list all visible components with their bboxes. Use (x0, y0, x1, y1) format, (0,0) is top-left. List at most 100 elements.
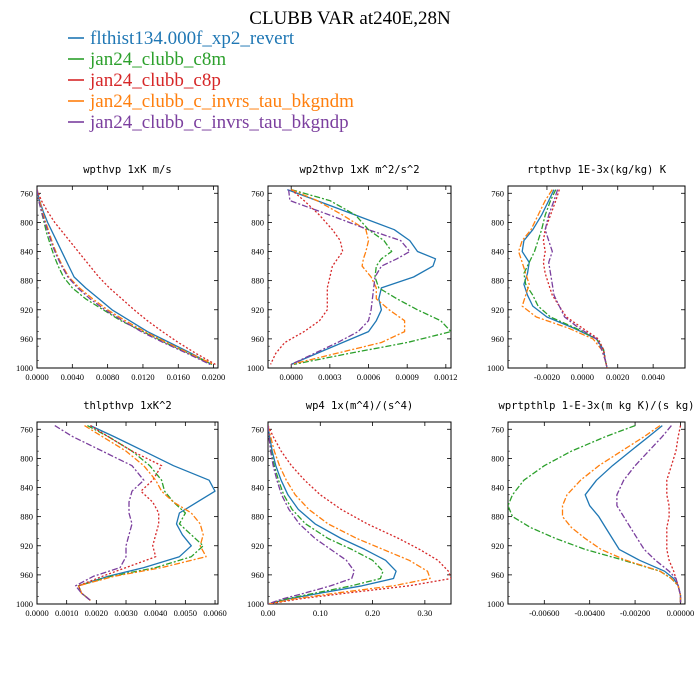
y-tick-label: 920 (491, 305, 504, 315)
y-tick-label: 840 (491, 483, 504, 493)
x-tick-label: 0.0160 (167, 372, 190, 382)
y-tick-label: 840 (491, 247, 504, 257)
y-tick-label: 800 (20, 217, 33, 227)
series-line (270, 189, 344, 365)
series-line (561, 425, 682, 603)
y-tick-label: 840 (251, 247, 264, 257)
y-tick-label: 920 (20, 541, 33, 551)
x-tick-label: 0.0040 (144, 608, 167, 618)
plot-frame (36, 421, 219, 605)
series-line (37, 189, 213, 365)
series-line (268, 425, 384, 604)
series-line (37, 189, 213, 365)
y-tick-label: 800 (20, 453, 33, 463)
y-tick-label: 880 (491, 276, 504, 286)
y-tick-label: 960 (251, 570, 264, 580)
series-group (54, 425, 216, 601)
y-tick-label: 760 (491, 188, 504, 198)
x-tick-label: -0.00400 (574, 608, 604, 618)
plot-frame (267, 185, 452, 369)
x-tick-label: 0.0003 (318, 372, 341, 382)
x-tick-label: -0.00600 (529, 608, 559, 618)
y-tick-label: 760 (20, 188, 33, 198)
series-group (37, 189, 216, 365)
x-tick-label: 0.0200 (202, 372, 225, 382)
series-line (584, 425, 682, 603)
chart-panel: wp2thvp 1xK m^2/s^2 760 800 840 880 920 960 100… (247, 164, 458, 382)
x-tick-label: 0.0060 (203, 608, 226, 618)
y-tick-label: 880 (491, 512, 504, 522)
legend-item: jan24_clubb_c_invrs_tau_bkgndm (68, 91, 354, 112)
y-tick-label: 840 (20, 247, 33, 257)
series-line (37, 189, 211, 365)
x-tick-label: 0.0000 (280, 372, 303, 382)
chart-panel: thlpthvp 1xK^276080084088092096010000.00… (16, 400, 227, 618)
series-group (270, 188, 451, 366)
x-tick-label: 0.0080 (96, 372, 119, 382)
panel-title: wp4 1x(m^4)/(s^4) (306, 400, 413, 412)
y-tick-label: 960 (491, 570, 504, 580)
y-tick-label: 920 (251, 305, 264, 315)
legend-item: jan24_clubb_c8p (68, 70, 221, 91)
series-line (77, 425, 163, 601)
series-line (290, 189, 406, 366)
series-line (268, 425, 355, 604)
y-tick-label: 800 (251, 453, 264, 463)
x-tick-label: 0.0020 (606, 372, 629, 382)
series-line (517, 189, 608, 368)
legend-label: jan24_clubb_c_invrs_tau_bkgndm (89, 91, 354, 112)
panel-title: rtpthvp 1E-3x(kg/kg) K (527, 164, 667, 176)
y-tick-label: 760 (20, 424, 33, 434)
x-tick-label: -0.00200 (620, 608, 650, 618)
series-group (268, 425, 451, 604)
legend-label: flthist134.000f_xp2_revert (90, 28, 295, 49)
series-line (291, 188, 451, 366)
y-tick-label: 880 (251, 276, 264, 286)
x-tick-label: 0.0010 (55, 608, 78, 618)
y-tick-label: 880 (20, 276, 33, 286)
x-tick-label: 0.0040 (61, 372, 84, 382)
legend-item: jan24_clubb_c_invrs_tau_bkgndp (68, 112, 349, 133)
legend-item: flthist134.000f_xp2_revert (68, 28, 295, 49)
y-tick-label: 920 (491, 541, 504, 551)
series-line (268, 425, 451, 604)
y-tick-label: 1000 (247, 363, 264, 373)
legend-label: jan24_clubb_c8p (89, 70, 221, 91)
x-tick-label: 0.0030 (114, 608, 137, 618)
y-tick-label: 800 (251, 217, 264, 227)
x-tick-label: -0.0020 (534, 372, 560, 382)
y-tick-label: 1000 (247, 599, 264, 609)
chart-panels: wpthvp 1xK m/s76080084088092096010000.00… (16, 164, 694, 618)
x-tick-label: 0.0020 (85, 608, 108, 618)
y-tick-label: 840 (20, 483, 33, 493)
x-tick-label: 0.0120 (131, 372, 154, 382)
series-line (77, 425, 207, 601)
x-tick-label: 0.0012 (434, 372, 457, 382)
panel-title: wprtpthlp 1-E-3x(m kg K)/(s kg) (499, 400, 695, 412)
panel-title: thlpthvp 1xK^2 (83, 400, 172, 412)
figure-title: CLUBB VAR at240E,28N (249, 8, 451, 29)
legend-item: jan24_clubb_c8m (68, 49, 226, 70)
legend-label: jan24_clubb_c8m (89, 49, 226, 70)
series-line (37, 189, 216, 365)
plot-frame (507, 421, 686, 605)
y-tick-label: 880 (20, 512, 33, 522)
x-tick-label: 0.00000 (667, 608, 695, 618)
panel-title: wp2thvp 1xK m^2/s^2 (299, 164, 419, 176)
legend: flthist134.000f_xp2_revertjan24_clubb_c8… (68, 28, 354, 133)
x-tick-label: 0.0000 (25, 372, 48, 382)
y-tick-label: 960 (20, 570, 33, 580)
x-tick-label: 0.0009 (395, 372, 418, 382)
x-tick-label: 0.00 (261, 608, 276, 618)
y-tick-label: 920 (251, 541, 264, 551)
series-line (77, 425, 216, 601)
y-tick-label: 840 (251, 483, 264, 493)
x-tick-label: 0.0040 (641, 372, 664, 382)
y-tick-label: 760 (251, 424, 264, 434)
x-tick-label: 0.30 (417, 608, 432, 618)
series-line (544, 189, 608, 368)
y-tick-label: 1000 (487, 599, 504, 609)
plot-frame (267, 421, 452, 605)
y-tick-label: 1000 (487, 363, 504, 373)
